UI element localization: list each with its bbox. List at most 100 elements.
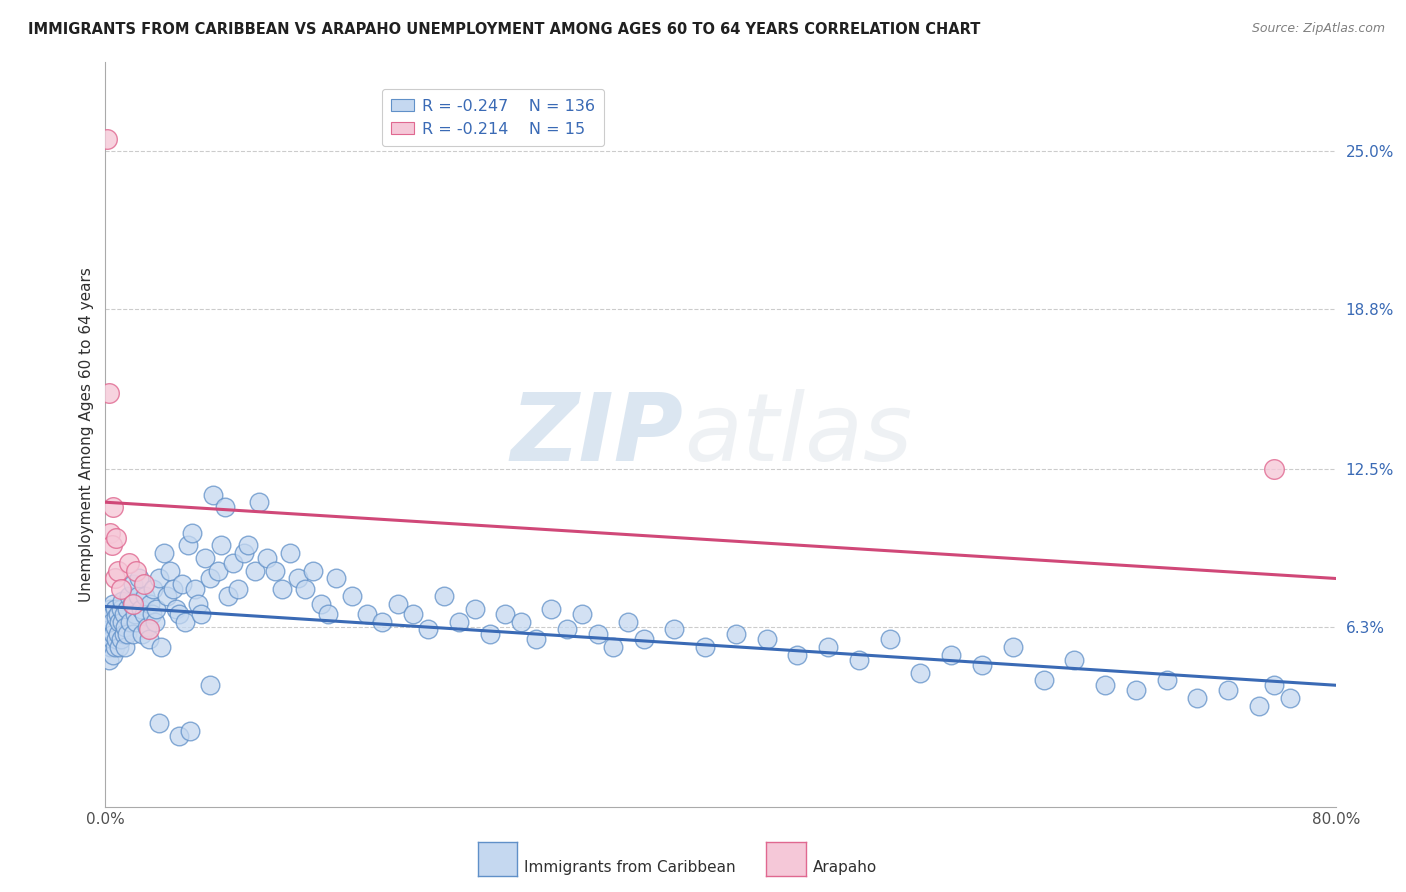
- Point: [127, 589, 149, 603]
- Point: [1263, 462, 1285, 476]
- Point: [1216, 683, 1239, 698]
- Point: [1247, 698, 1270, 713]
- Point: [104, 572, 127, 586]
- Point: [243, 564, 266, 578]
- Point: [98, 602, 121, 616]
- Point: [187, 597, 209, 611]
- Point: [98, 525, 121, 540]
- Point: [111, 594, 134, 608]
- Point: [97, 385, 120, 400]
- Point: [107, 627, 129, 641]
- Point: [325, 572, 347, 586]
- Point: [180, 525, 202, 540]
- Point: [101, 500, 124, 515]
- Point: [97, 627, 120, 641]
- Point: [271, 582, 294, 596]
- Point: [402, 607, 425, 621]
- Point: [256, 551, 278, 566]
- Point: [112, 607, 135, 621]
- Point: [209, 538, 232, 552]
- Point: [142, 582, 165, 596]
- Point: [141, 607, 163, 621]
- Point: [1125, 683, 1147, 698]
- Point: [104, 620, 127, 634]
- Point: [183, 582, 205, 596]
- Point: [169, 729, 191, 743]
- Point: [98, 640, 121, 654]
- Point: [1032, 673, 1054, 688]
- Point: [108, 640, 131, 654]
- Point: [817, 640, 839, 654]
- Text: ZIP: ZIP: [510, 389, 683, 481]
- Point: [104, 640, 127, 654]
- Point: [586, 627, 609, 641]
- Point: [1063, 653, 1085, 667]
- Point: [294, 582, 316, 596]
- Point: [139, 597, 162, 611]
- Point: [571, 607, 593, 621]
- Point: [848, 653, 870, 667]
- Point: [371, 615, 394, 629]
- Point: [124, 607, 146, 621]
- Point: [222, 556, 245, 570]
- Point: [179, 724, 201, 739]
- Point: [129, 602, 152, 616]
- Point: [1156, 673, 1178, 688]
- Point: [177, 538, 200, 552]
- Point: [97, 653, 120, 667]
- Point: [105, 632, 128, 647]
- Point: [108, 615, 131, 629]
- Point: [194, 551, 217, 566]
- Point: [110, 632, 132, 647]
- Point: [449, 615, 471, 629]
- Point: [1263, 678, 1285, 692]
- Point: [114, 640, 136, 654]
- Point: [786, 648, 808, 662]
- Point: [143, 615, 166, 629]
- Point: [122, 576, 145, 591]
- Point: [145, 602, 167, 616]
- Point: [128, 572, 150, 586]
- Point: [101, 648, 124, 662]
- Point: [172, 576, 194, 591]
- Point: [117, 556, 139, 570]
- Point: [115, 602, 138, 616]
- Point: [617, 615, 640, 629]
- Point: [970, 657, 993, 672]
- Legend: R = -0.247    N = 136, R = -0.214    N = 15: R = -0.247 N = 136, R = -0.214 N = 15: [381, 89, 605, 146]
- Point: [198, 572, 221, 586]
- Point: [755, 632, 778, 647]
- Point: [232, 546, 254, 560]
- Point: [98, 623, 121, 637]
- Point: [214, 500, 236, 515]
- Point: [96, 638, 118, 652]
- Point: [162, 582, 184, 596]
- Point: [202, 487, 225, 501]
- Point: [96, 131, 118, 145]
- Text: Arapaho: Arapaho: [813, 860, 877, 874]
- Point: [695, 640, 717, 654]
- Point: [278, 546, 301, 560]
- Point: [100, 632, 122, 647]
- Point: [112, 627, 135, 641]
- Point: [148, 716, 170, 731]
- Point: [105, 531, 128, 545]
- Point: [131, 627, 153, 641]
- Point: [1001, 640, 1024, 654]
- Point: [169, 607, 191, 621]
- Point: [1278, 690, 1301, 705]
- Point: [387, 597, 409, 611]
- Point: [318, 607, 340, 621]
- Point: [1094, 678, 1116, 692]
- Point: [101, 597, 124, 611]
- Point: [138, 632, 160, 647]
- Point: [134, 589, 156, 603]
- Text: Immigrants from Caribbean: Immigrants from Caribbean: [524, 860, 737, 874]
- Point: [910, 665, 932, 680]
- Point: [159, 564, 181, 578]
- Point: [120, 615, 141, 629]
- Point: [247, 495, 270, 509]
- Point: [433, 589, 456, 603]
- Point: [132, 576, 155, 591]
- Point: [149, 640, 172, 654]
